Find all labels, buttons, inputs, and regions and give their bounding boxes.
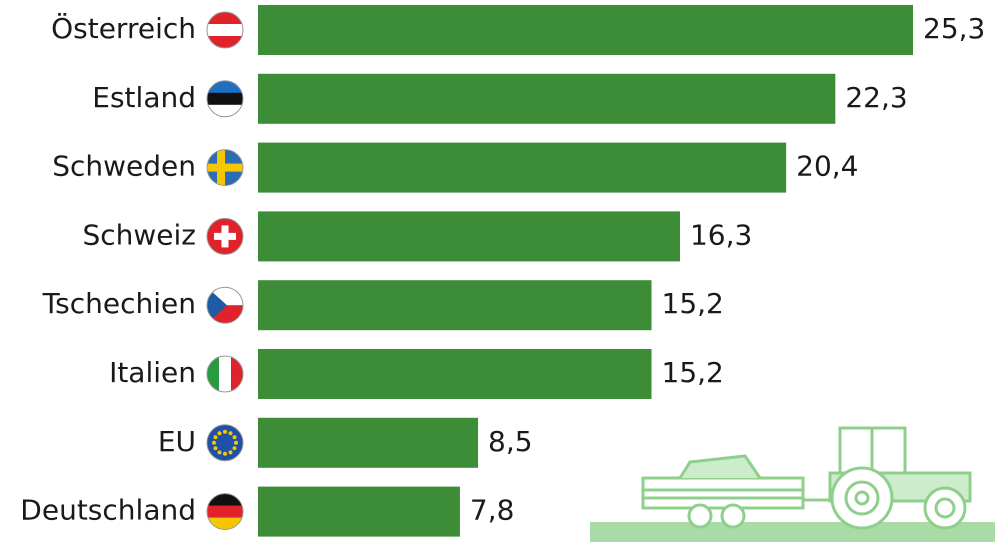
flag-star (228, 450, 233, 455)
value-label: 7,8 (470, 494, 515, 527)
flag-cross (217, 149, 225, 186)
flag-outline (206, 149, 244, 187)
bar (258, 142, 787, 193)
value-label: 20,4 (796, 150, 858, 183)
flag-outline (206, 493, 244, 531)
flag-star (213, 435, 218, 440)
flag-stripe (207, 12, 243, 25)
value-label: 8,5 (488, 425, 533, 458)
flag-star (217, 431, 222, 436)
flag-triangle (207, 287, 227, 324)
bar (258, 280, 652, 331)
category-label: Deutschland (20, 494, 196, 527)
flag-star (217, 450, 222, 455)
flag-cross (221, 225, 229, 248)
flag-stripe (207, 80, 243, 94)
flag-star (212, 440, 216, 445)
category-label: EU (158, 425, 196, 458)
flag-stripe (207, 356, 220, 392)
flag-star (232, 446, 237, 451)
category-label: Italien (109, 356, 196, 389)
flag-star (223, 429, 227, 434)
flag-icon (207, 80, 243, 117)
tractor-illustration (590, 426, 995, 542)
category-label: Schweiz (82, 218, 196, 251)
flag-outline (206, 355, 244, 393)
value-label: 15,2 (662, 356, 724, 389)
flag-star (232, 435, 237, 440)
category-label: Österreich (51, 11, 196, 45)
flag-stripe (231, 356, 243, 392)
value-label: 16,3 (690, 218, 752, 251)
flag-outline (206, 424, 244, 462)
category-label: Schweden (52, 150, 196, 183)
flag-star (223, 451, 227, 456)
flag-icon (207, 218, 243, 255)
value-label: 15,2 (662, 287, 724, 320)
flag-stripe (207, 505, 243, 519)
flag-stripe (207, 104, 243, 117)
bar (258, 211, 680, 262)
flag-icon (207, 493, 243, 530)
flag-icon (207, 12, 243, 48)
flag-stripe (207, 24, 243, 37)
flag-icon (207, 424, 243, 461)
category-label: Tschechien (42, 287, 196, 320)
bar (258, 417, 479, 468)
flag-outline (206, 286, 244, 324)
flag-icon (207, 287, 243, 324)
flag-stripe (207, 36, 243, 48)
flag-star (228, 431, 233, 436)
value-label: 25,3 (923, 12, 985, 45)
flag-icon (207, 356, 243, 392)
flag-outline (206, 80, 244, 118)
bar (258, 486, 460, 537)
flag-stripe (219, 356, 232, 392)
flag-outline (206, 11, 244, 49)
flag-stripe (207, 493, 243, 507)
flag-outline (206, 217, 244, 255)
category-label: Estland (92, 81, 196, 114)
flag-icon (207, 149, 243, 186)
bar (258, 349, 652, 399)
flag-stripe (207, 92, 243, 106)
bar (258, 5, 913, 55)
flag-stripe (207, 517, 243, 530)
bar (258, 73, 836, 124)
value-label: 22,3 (845, 81, 907, 114)
flag-star (213, 446, 218, 451)
flag-star (234, 440, 238, 445)
